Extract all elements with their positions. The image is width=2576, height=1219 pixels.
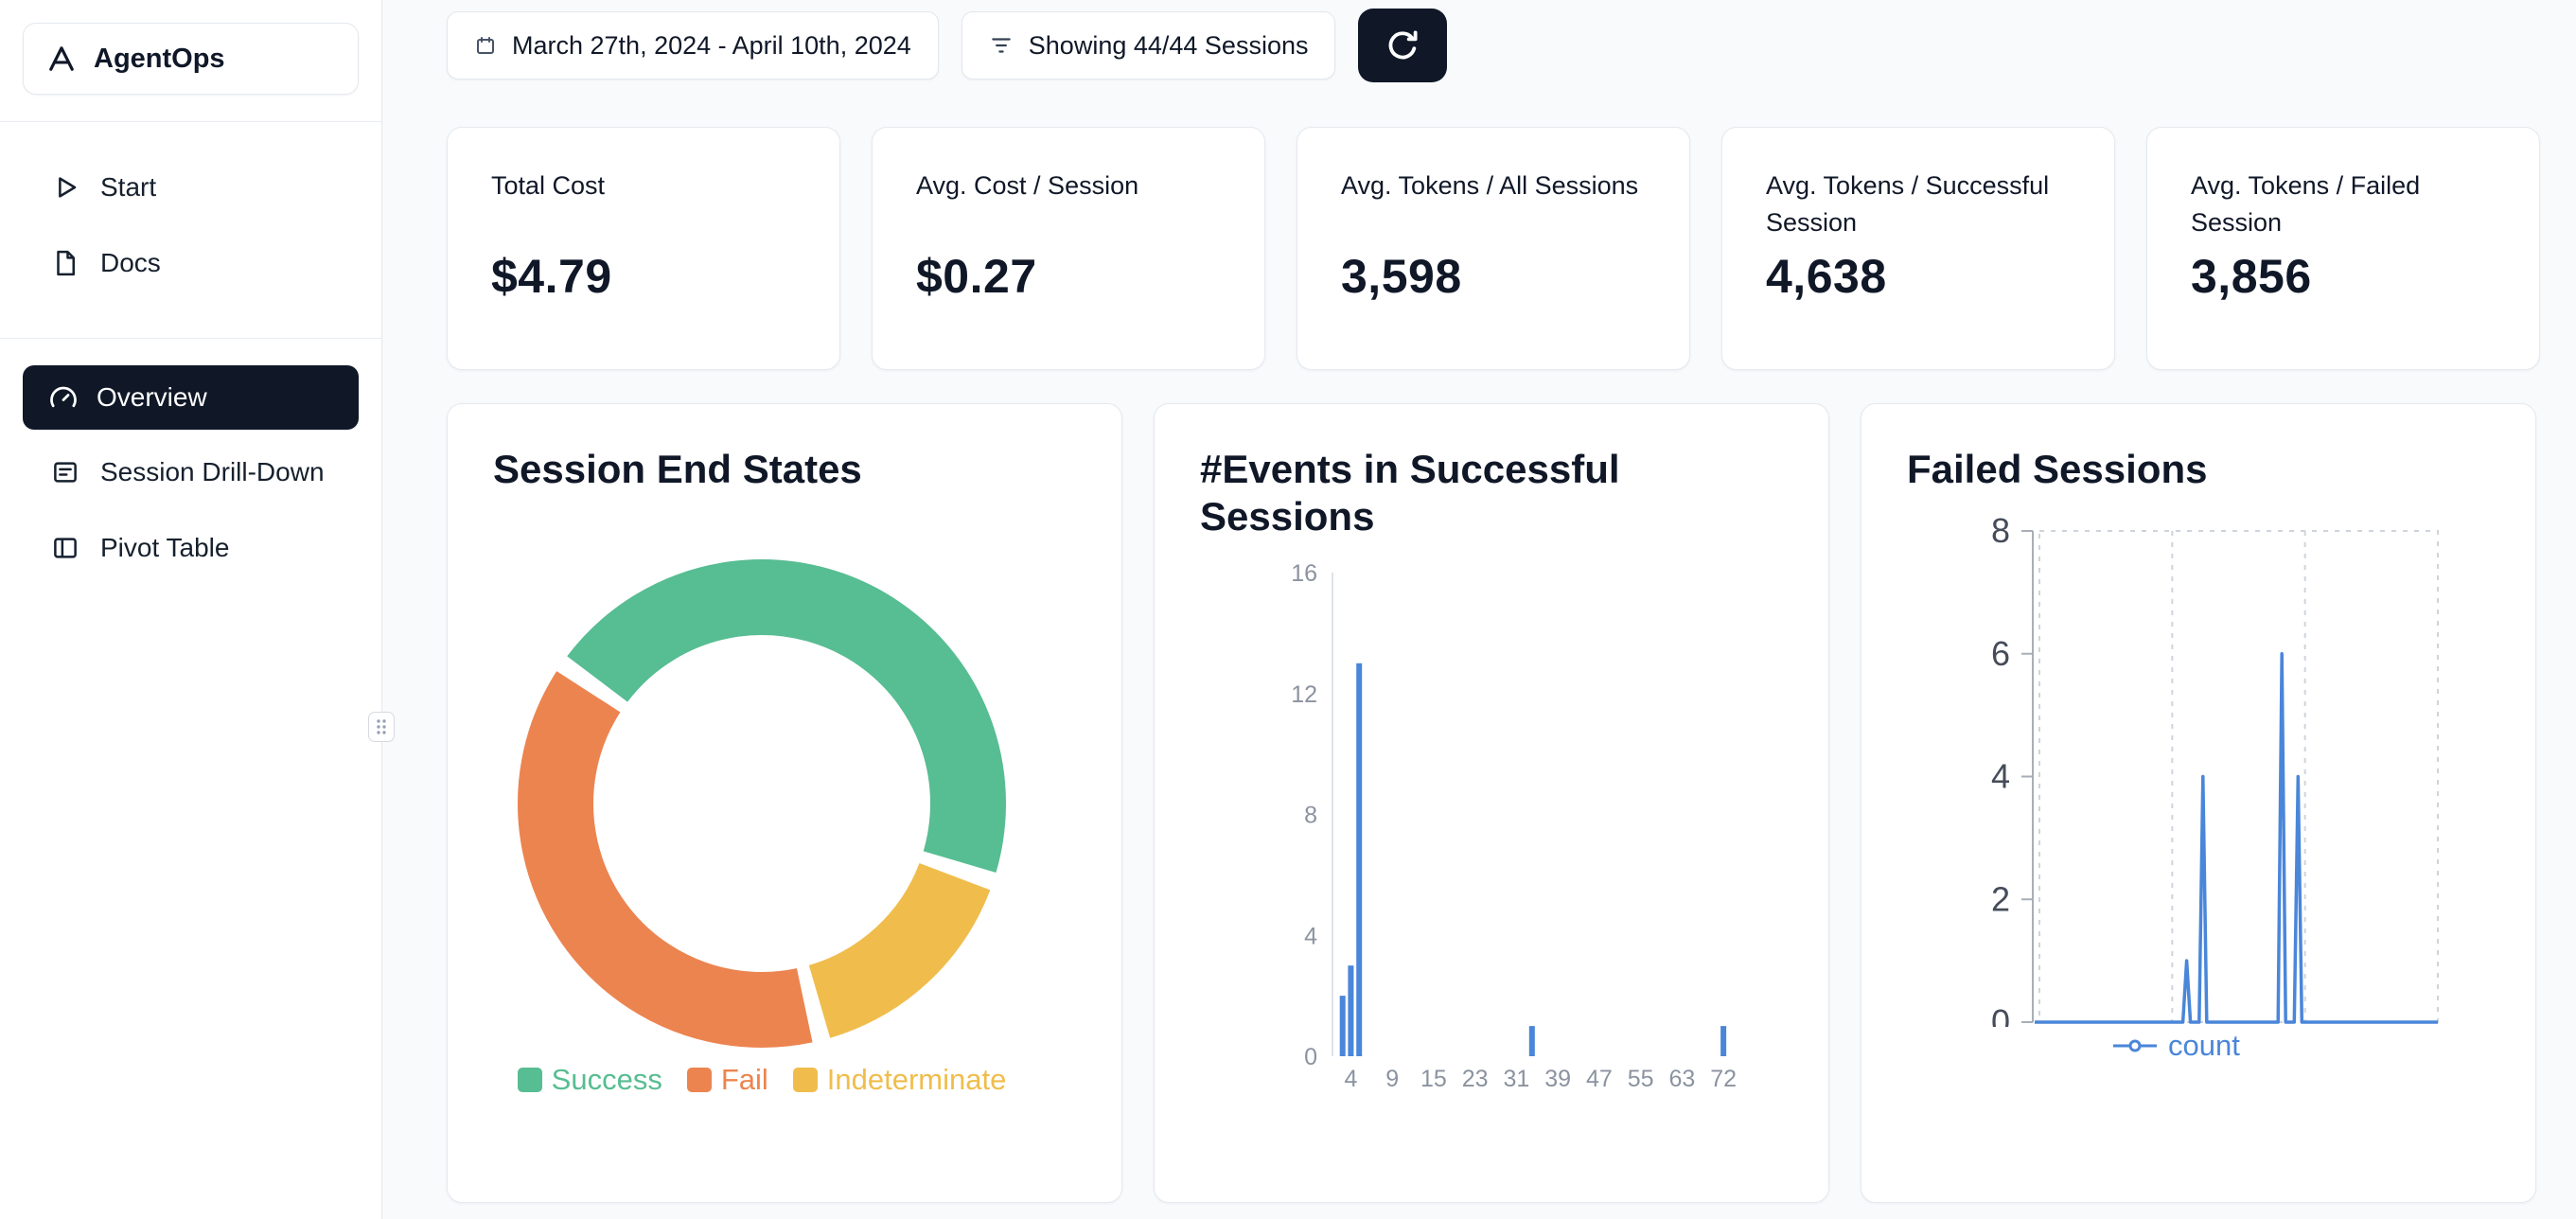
line-chart: 0 2 4 6 8 (1991, 511, 2439, 1027)
svg-text:31: 31 (1503, 1066, 1529, 1092)
svg-text:55: 55 (1628, 1066, 1654, 1092)
stat-value: 3,856 (2191, 250, 2312, 303)
stat-label: Total Cost (491, 171, 606, 200)
stat-value: 4,638 (1766, 250, 1887, 303)
legend-swatch (517, 1068, 542, 1092)
stat-card-total-cost: Total Cost $4.79 (447, 127, 840, 370)
svg-text:12: 12 (1291, 681, 1317, 708)
legend-item-indeterminate[interactable]: Indeterminate (792, 1063, 1007, 1097)
sidebar-item-label: Overview (97, 382, 207, 412)
main-content: March 27th, 2024 - April 10th, 2024 Show… (383, 0, 2576, 1219)
sidebar-divider (0, 121, 381, 122)
stat-card-avg-tokens-successful: Avg. Tokens / Successful Session 4,638 (1721, 127, 2115, 370)
stat-label: Avg. Tokens / Successful Session (1766, 171, 2050, 237)
legend-swatch (792, 1068, 818, 1092)
svg-text:16: 16 (1291, 560, 1317, 587)
list-panel-icon (51, 458, 79, 486)
sidebar-item-session-drill-down[interactable]: Session Drill-Down (0, 443, 381, 502)
stat-label: Avg. Tokens / All Sessions (1341, 171, 1639, 200)
document-icon (51, 249, 79, 277)
donut-legend: Success Fail Indeterminate (450, 1063, 1074, 1097)
columns-icon (51, 534, 79, 562)
events-histogram-card: #Events in Successful Sessions 0 4 8 12 16 4 9… (1154, 403, 1829, 1203)
bar-chart: 0 4 8 12 16 4 9 15 23 31 39 47 55 63 72 (1291, 560, 1737, 1092)
svg-text:4: 4 (1991, 757, 2010, 796)
sidebar: AgentOps Start Docs Overview Session D (0, 0, 382, 1219)
stat-card-avg-tokens-failed: Avg. Tokens / Failed Session 3,856 (2146, 127, 2540, 370)
legend-swatch (686, 1068, 712, 1092)
svg-text:0: 0 (1304, 1044, 1317, 1070)
chart-title: Session End States (493, 447, 862, 491)
date-range-label: March 27th, 2024 - April 10th, 2024 (512, 30, 911, 60)
stats-row: Total Cost $4.79 Avg. Cost / Session $0.… (447, 127, 2576, 370)
stat-card-avg-tokens-all: Avg. Tokens / All Sessions 3,598 (1297, 127, 1690, 370)
line-legend-count[interactable]: count (2113, 1029, 2240, 1063)
sidebar-item-label: Session Drill-Down (100, 457, 325, 486)
gauge-icon (49, 383, 78, 412)
play-icon (51, 173, 79, 202)
filter-icon (989, 33, 1014, 58)
chart-title: Failed Sessions (1907, 447, 2208, 491)
donut-chart (517, 559, 1006, 1048)
sidebar-item-label: Start (100, 172, 157, 202)
sidebar-divider (0, 338, 381, 339)
stat-value: 3,598 (1341, 250, 1462, 303)
line-legend-marker-icon (2113, 1039, 2157, 1052)
failed-sessions-card: Failed Sessions 0 2 4 6 8 count (1861, 403, 2536, 1203)
refresh-icon (1385, 27, 1420, 63)
stat-label: Avg. Tokens / Failed Session (2191, 171, 2421, 237)
stat-value: $4.79 (491, 250, 612, 303)
svg-text:0: 0 (1991, 1002, 2010, 1027)
session-end-states-card: Session End States Success Fail Indeterm… (447, 403, 1122, 1203)
sidebar-item-label: Docs (100, 248, 161, 277)
svg-text:9: 9 (1385, 1066, 1399, 1092)
sidebar-item-pivot-table[interactable]: Pivot Table (0, 519, 381, 577)
calendar-icon (474, 34, 497, 57)
sessions-filter-label: Showing 44/44 Sessions (1028, 30, 1309, 60)
svg-text:4: 4 (1304, 923, 1317, 949)
svg-text:4: 4 (1344, 1066, 1357, 1092)
stat-card-avg-cost-session: Avg. Cost / Session $0.27 (872, 127, 1265, 370)
topbar: March 27th, 2024 - April 10th, 2024 Show… (447, 8, 2576, 83)
legend-label: Indeterminate (826, 1063, 1007, 1096)
chart-title: #Events in Successful Sessions (1200, 447, 1620, 539)
svg-text:72: 72 (1710, 1066, 1737, 1092)
agentops-logo-icon (44, 42, 79, 76)
legend-label: Success (551, 1063, 662, 1096)
sidebar-resize-handle[interactable] (368, 712, 395, 742)
refresh-button[interactable] (1358, 9, 1448, 82)
svg-text:2: 2 (1991, 879, 2010, 918)
date-range-button[interactable]: March 27th, 2024 - April 10th, 2024 (447, 11, 939, 80)
sessions-filter-button[interactable]: Showing 44/44 Sessions (961, 11, 1336, 80)
svg-text:8: 8 (1991, 511, 2010, 550)
sidebar-item-overview[interactable]: Overview (23, 365, 359, 430)
brand-name: AgentOps (94, 43, 225, 74)
stat-label: Avg. Cost / Session (916, 171, 1139, 200)
legend-item-fail[interactable]: Fail (686, 1063, 768, 1097)
svg-text:15: 15 (1420, 1066, 1447, 1092)
charts-row: Session End States Success Fail Indeterm… (447, 403, 2576, 1203)
grip-dots-icon (377, 719, 386, 734)
sidebar-item-docs[interactable]: Docs (0, 234, 381, 292)
svg-text:63: 63 (1668, 1066, 1695, 1092)
stat-value: $0.27 (916, 250, 1037, 303)
line-legend-label: count (2168, 1029, 2240, 1062)
legend-label: Fail (720, 1063, 768, 1096)
svg-text:47: 47 (1586, 1066, 1613, 1092)
svg-text:23: 23 (1462, 1066, 1489, 1092)
sidebar-item-start[interactable]: Start (0, 158, 381, 217)
sidebar-item-label: Pivot Table (100, 533, 230, 562)
brand-logo-box[interactable]: AgentOps (23, 23, 359, 95)
svg-text:8: 8 (1304, 803, 1317, 829)
svg-text:6: 6 (1991, 634, 2010, 673)
legend-item-success[interactable]: Success (517, 1063, 662, 1097)
svg-text:39: 39 (1544, 1066, 1571, 1092)
